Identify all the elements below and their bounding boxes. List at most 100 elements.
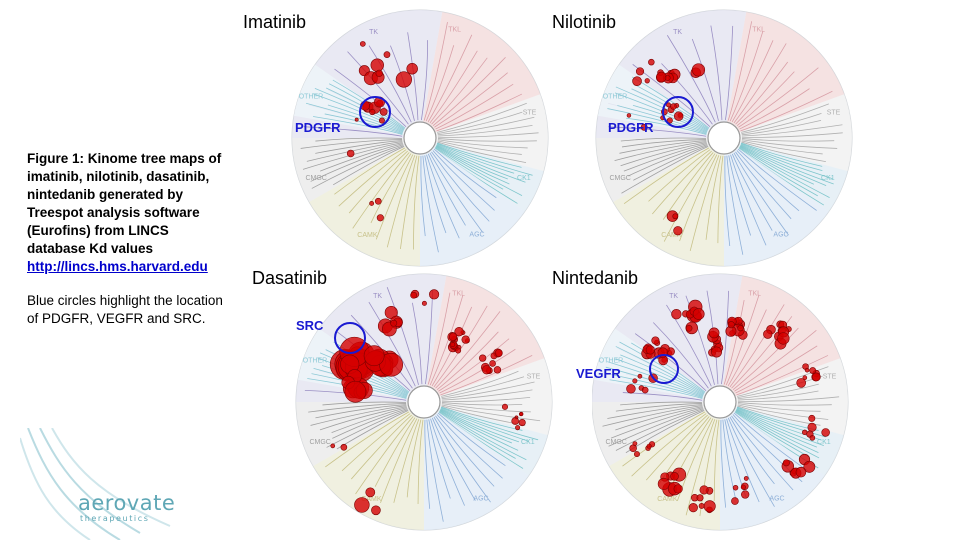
hit-bubble [375,69,383,77]
hit-bubble [390,319,398,327]
group-label: CAMK [361,496,382,503]
hit-bubble [454,327,464,337]
group-label: TK [669,293,678,300]
hit-bubble [640,123,648,131]
highlight-label: PDGFR [608,120,654,135]
hit-bubble [378,117,385,124]
hit-bubble [395,71,412,88]
hit-bubble [346,149,355,158]
caption-note: Blue circles highlight the location of P… [27,293,223,326]
hit-bubble [671,309,682,320]
group-label: AGC [769,496,784,503]
highlight-label: PDGFR [295,120,341,135]
group-label: CK1 [817,439,831,446]
caption-title: Figure 1: Kinome tree maps of imatinib, … [27,151,222,256]
highlight-circle [359,96,391,128]
hit-bubble [664,75,671,81]
hit-bubble [670,472,679,481]
hit-bubble [692,308,705,320]
hit-bubble [481,365,492,375]
hit-bubble [632,378,638,384]
hit-bubble [821,428,830,437]
highlight-circle [662,96,694,128]
lincs-link[interactable]: http://lincs.hms.harvard.edu [27,259,208,274]
hit-bubble [708,327,720,339]
hit-bubble [518,419,526,427]
hit-bubble [379,352,403,377]
hit-bubble [644,78,650,84]
hit-bubble [461,335,470,344]
group-label: AGC [469,232,484,239]
group-label: CMGC [309,439,330,446]
hit-bubble [330,443,336,449]
kinome-tree-nilotinib: TKL TK STE CK1 AGC CAMK CMGC OTHER [595,9,853,267]
hit-bubble [698,502,705,509]
hit-bubble [511,417,519,425]
hit-bubble [634,451,640,458]
hit-bubble [365,487,376,498]
hit-bubble [696,494,704,502]
aerovate-logo-mark [20,428,171,540]
hit-bubble [450,342,456,347]
group-label: OTHER [603,93,628,100]
group-label: CK1 [521,439,535,446]
hit-bubble [796,378,807,388]
hit-bubble [359,41,366,47]
highlight-circle [334,322,366,354]
kinome-tree-nintedanib: TKL TK STE CK1 AGC CAMK CMGC OTHER [592,273,849,531]
highlight-label: SRC [296,318,324,333]
hit-bubble [802,375,808,381]
hit-bubble [685,324,693,332]
hit-bubble [673,484,683,494]
hit-bubble [731,497,739,505]
group-label: CMGC [609,175,630,182]
hit-bubble [501,403,509,410]
hit-bubble [648,58,655,66]
kinome-tree-imatinib: TKL TK STE CK1 AGC CAMK CMGC OTHER [291,9,549,267]
group-label: STE [523,110,537,117]
hit-bubble [376,214,384,222]
hit-bubble [688,503,698,513]
aerovate-logo: aerovate therapeutics [78,492,175,523]
hit-bubble [340,443,348,451]
hit-bubble [369,201,375,206]
hit-bubble [691,63,706,77]
group-label: TKL [748,290,761,297]
hit-bubble [635,67,645,76]
highlight-circle [649,354,679,384]
logo-name: aerovate [78,491,176,515]
hit-bubble [515,425,521,431]
panel-nilotinib: Nilotinib TKL TK STE CK1 AGC CAMK CMGC OTHER PD… [552,8,892,268]
group-label: OTHER [599,357,624,364]
hit-bubble [448,332,458,341]
hit-bubble [727,321,735,329]
group-label: CMGC [305,175,326,182]
group-label: OTHER [303,357,328,364]
hit-bubble [632,441,638,446]
group-label: AGC [773,232,788,239]
hit-bubble [646,443,652,449]
group-label: CAMK [657,496,678,503]
hit-bubble [645,345,655,355]
group-label: TKL [452,290,465,297]
hit-bubble [699,485,709,495]
hit-bubble [807,422,817,432]
hit-bubble [673,226,683,236]
hit-bubble [626,384,636,394]
hit-bubble [666,117,673,124]
hit-bubble [711,346,723,358]
kinome-tree-dasatinib: TKL TK STE CK1 AGC CAMK CMGC OTHER [295,273,553,531]
group-label: AGC [473,496,488,503]
hit-bubble [429,289,440,300]
hit-bubble [383,51,391,58]
hit-bubble [670,103,677,110]
group-label: OTHER [299,93,324,100]
hit-bubble [370,58,384,72]
hit-bubble [782,459,790,467]
group-label: STE [823,374,837,381]
hit-bubble [406,63,418,75]
highlight-label: VEGFR [576,366,621,381]
group-label: CMGC [605,439,626,446]
panel-dasatinib: Dasatinib TKL TK STE CK1 AGC CAMK CMGC OTHER SR… [252,268,584,532]
panel-title: Nilotinib [552,12,617,32]
